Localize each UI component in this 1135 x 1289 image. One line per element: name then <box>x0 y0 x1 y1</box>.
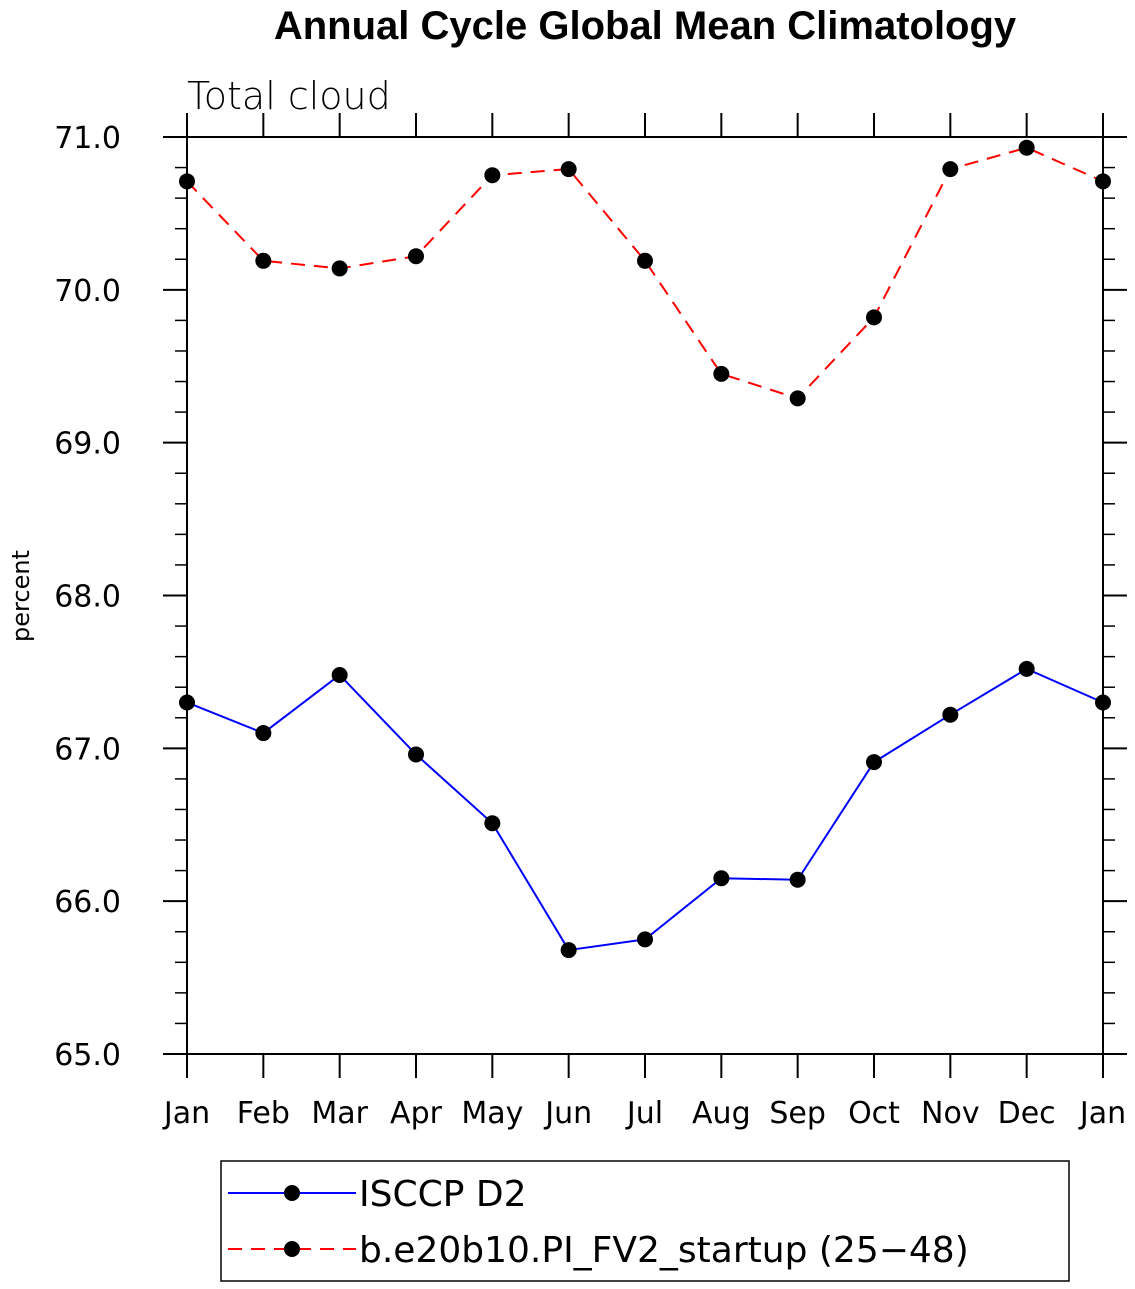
x-tick-label: Sep <box>769 1096 826 1131</box>
axes-ticks: Jan Feb Mar Apr May Jun Jul Aug Sep Oct Nov Dec Jan 6… <box>54 113 1127 1131</box>
y-tick-label: 67.0 <box>54 732 121 767</box>
data-point <box>255 725 272 742</box>
data-point <box>179 173 195 190</box>
x-tick-label: Nov <box>921 1096 980 1131</box>
data-point <box>331 666 348 683</box>
data-point <box>408 746 424 763</box>
data-point <box>789 390 806 407</box>
data-point <box>942 161 959 178</box>
data-point <box>484 167 501 184</box>
x-tick-label: Oct <box>848 1096 900 1131</box>
legend-label: ISCCP D2 <box>359 1174 527 1215</box>
series-group <box>179 139 1111 407</box>
legend-item: b.e20b10.PI_FV2_startup (25−48) <box>228 1230 969 1271</box>
data-point <box>866 754 882 771</box>
data-point <box>331 260 348 277</box>
data-point <box>408 248 424 265</box>
chart-subtitle: Total cloud <box>187 74 391 118</box>
x-tick-label: Aug <box>692 1096 751 1131</box>
data-point <box>1095 173 1111 190</box>
x-tick-label: Mar <box>311 1096 368 1131</box>
x-tick-label: Apr <box>390 1096 443 1131</box>
y-tick-label: 66.0 <box>54 885 121 920</box>
legend-marker <box>284 1241 300 1257</box>
data-point <box>1095 694 1111 711</box>
data-point <box>637 252 653 269</box>
x-tick-label: Jul <box>625 1096 663 1131</box>
x-tick-label: Jun <box>543 1096 592 1131</box>
data-point <box>255 252 272 269</box>
legend: ISCCP D2 b.e20b10.PI_FV2_startup (25−48) <box>220 1160 1070 1282</box>
x-tick-label: May <box>461 1096 523 1131</box>
legend-box <box>220 1160 1070 1282</box>
x-tick-label: Jan <box>162 1096 210 1131</box>
series-line <box>186 146 1104 400</box>
x-tick-label: Jan <box>1078 1096 1126 1131</box>
x-tick-label: Dec <box>998 1096 1056 1131</box>
series-line <box>186 667 1104 952</box>
data-point <box>866 309 882 326</box>
data-point <box>789 871 806 888</box>
y-tick-label: 70.0 <box>54 274 121 309</box>
series-group <box>179 660 1111 959</box>
series-layer <box>179 139 1111 959</box>
data-point <box>560 161 577 178</box>
data-point <box>713 870 730 887</box>
data-point <box>1018 139 1035 156</box>
y-tick-label: 65.0 <box>54 1038 121 1073</box>
data-point <box>713 365 730 382</box>
y-tick-label: 68.0 <box>54 580 121 615</box>
data-point <box>942 706 959 723</box>
chart-title: Annual Cycle Global Mean Climatology <box>274 4 1017 48</box>
legend-label: b.e20b10.PI_FV2_startup (25−48) <box>359 1230 969 1271</box>
data-point <box>1018 660 1035 677</box>
legend-items: ISCCP D2 b.e20b10.PI_FV2_startup (25−48) <box>228 1174 969 1271</box>
x-tick-label: Feb <box>237 1096 290 1131</box>
legend-item: ISCCP D2 <box>228 1174 527 1215</box>
y-tick-label: 69.0 <box>54 427 121 462</box>
data-point <box>484 815 501 832</box>
y-tick-label: 71.0 <box>54 121 121 156</box>
data-point <box>560 942 577 959</box>
data-point <box>179 694 195 711</box>
data-point <box>637 931 653 948</box>
plot-frame <box>186 136 1104 1055</box>
legend-marker <box>284 1185 300 1201</box>
y-axis-label: percent <box>7 550 35 642</box>
